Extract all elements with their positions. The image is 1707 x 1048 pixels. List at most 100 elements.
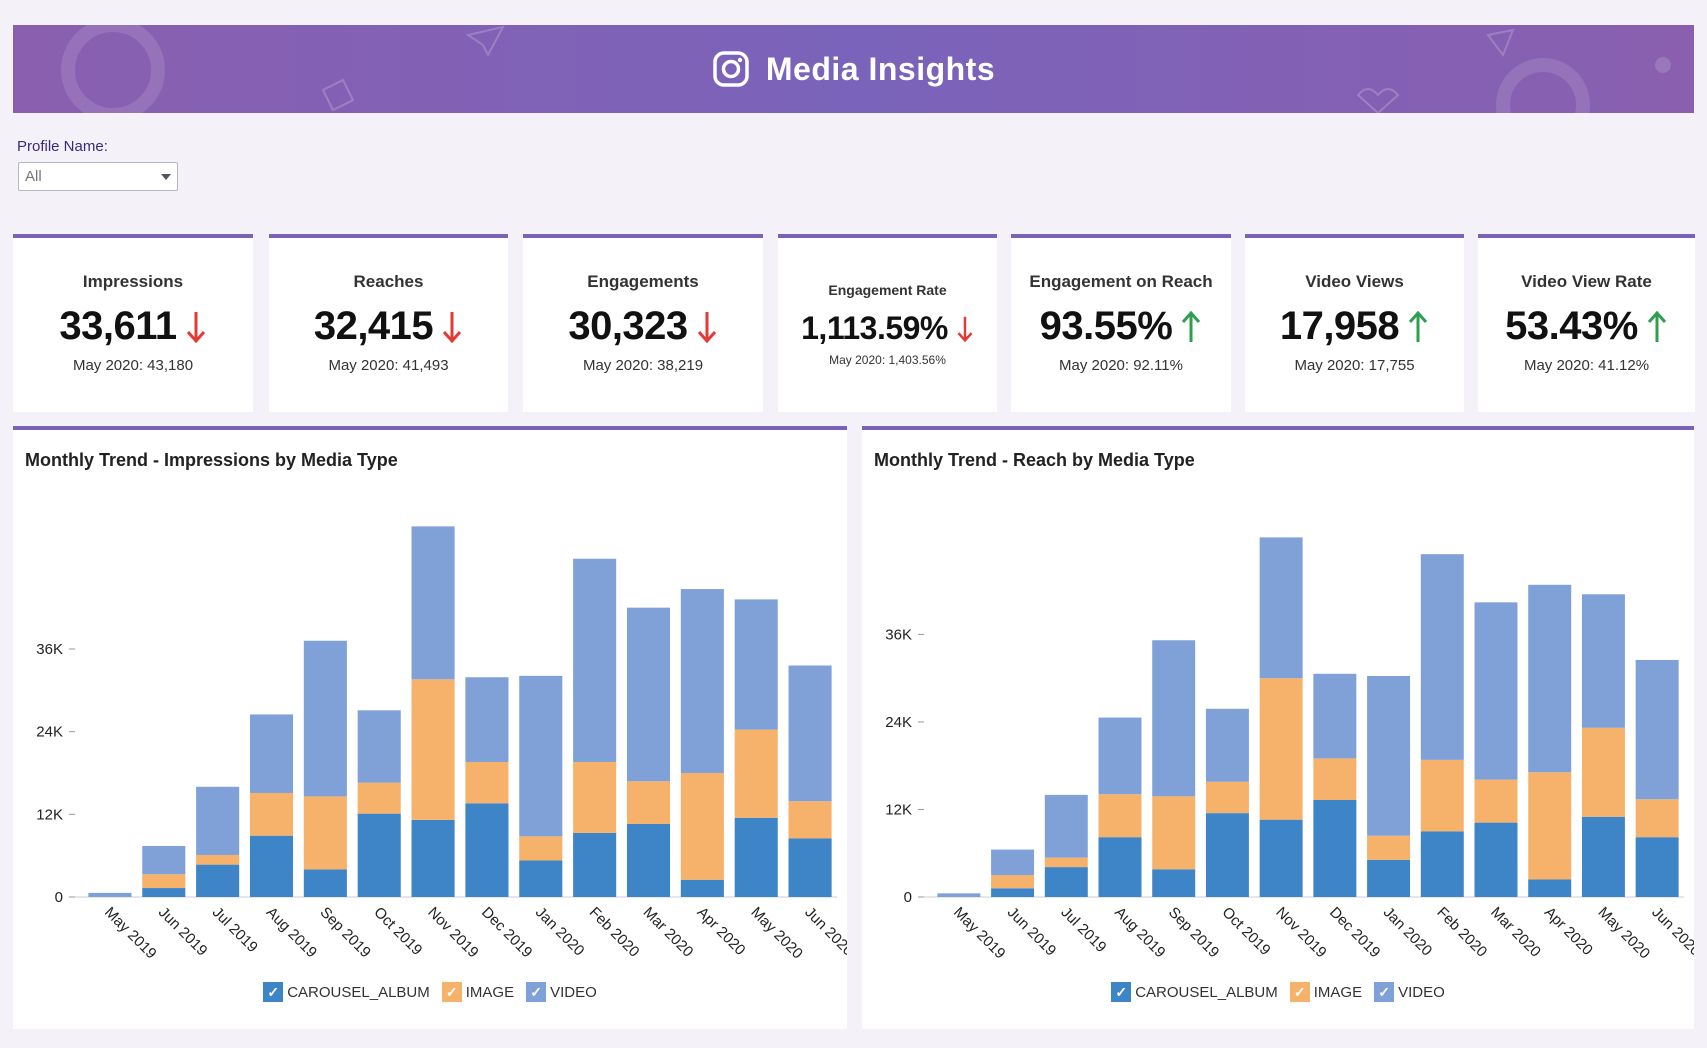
bar-video [1367, 675, 1411, 836]
bar-carousel [626, 823, 671, 897]
chevron-down-icon [161, 174, 171, 180]
legend-item-video[interactable]: ✓ VIDEO [526, 982, 597, 1002]
bar-carousel [519, 860, 563, 897]
checkbox-icon[interactable]: ✓ [1111, 982, 1132, 1002]
bar-carousel [465, 803, 509, 897]
legend-label: CAROUSEL_ALBUM [287, 983, 430, 1001]
bar-carousel [1313, 799, 1357, 897]
x-tick-label: Jan 2020 [532, 904, 588, 960]
kpi-previous: May 2020: 1,403.56% [829, 353, 946, 367]
x-tick-label: Mar 2020 [640, 904, 697, 961]
legend-item-image[interactable]: ✓ IMAGE [441, 982, 515, 1002]
x-tick-label: Apr 2020 [1541, 904, 1596, 959]
legend-item-carousel[interactable]: ✓ CAROUSEL_ALBUM [1111, 982, 1278, 1002]
bar-image [1420, 759, 1464, 832]
bar-carousel [1044, 867, 1088, 897]
bar-video [1205, 708, 1249, 782]
checkbox-icon[interactable]: ✓ [441, 982, 462, 1002]
bar-image [357, 782, 401, 814]
bar-video [1420, 554, 1464, 760]
impressions-chart-panel: Monthly Trend - Impressions by Media Typ… [13, 426, 847, 1029]
kpi-value: 17,958 [1279, 304, 1400, 348]
bar-image [1098, 794, 1142, 838]
bar-carousel [357, 813, 401, 897]
x-tick-label: May 2019 [950, 904, 1009, 963]
bar-image [573, 761, 617, 833]
kpi-card-engagement-on-reach: Engagement on Reach 93.55% May 2020: 92.… [1011, 234, 1231, 412]
checkbox-icon[interactable]: ✓ [526, 982, 547, 1002]
bar-video [1259, 537, 1303, 679]
bar-carousel [1474, 822, 1518, 897]
bar-image [196, 854, 240, 865]
y-tick-label: 24K [885, 714, 912, 731]
bar-video [1474, 602, 1518, 780]
legend-label: CAROUSEL_ALBUM [1135, 983, 1278, 1001]
bar-video [1635, 659, 1679, 800]
y-tick-label: 24K [36, 724, 63, 741]
bar-image [788, 801, 832, 839]
bar-video [1098, 717, 1142, 795]
kpi-card-engagements: Engagements 30,323 May 2020: 38,219 [523, 234, 763, 412]
x-tick-label: May 2019 [101, 904, 160, 963]
x-tick-label: Jun 2020 [1648, 904, 1694, 960]
checkbox-icon[interactable]: ✓ [1289, 982, 1310, 1002]
bar-carousel [249, 835, 294, 897]
bar-image [519, 836, 563, 861]
bar-carousel [1367, 859, 1411, 897]
bar-video [411, 526, 455, 680]
legend-label: IMAGE [465, 983, 515, 1001]
legend-item-carousel[interactable]: ✓ CAROUSEL_ALBUM [263, 982, 430, 1002]
bar-video [734, 599, 778, 730]
kpi-title: Video View Rate [1521, 272, 1652, 291]
legend-item-video[interactable]: ✓ VIDEO [1374, 982, 1445, 1002]
legend-item-image[interactable]: ✓ IMAGE [1289, 982, 1362, 1002]
profile-name-select[interactable]: All [18, 162, 178, 191]
bar-image [303, 796, 347, 870]
bar-carousel [1205, 813, 1249, 897]
x-tick-label: Sep 2019 [1165, 904, 1222, 961]
bar-carousel [303, 869, 347, 897]
x-tick-label: Feb 2020 [586, 904, 643, 961]
bar-video [626, 607, 671, 782]
x-tick-label: May 2020 [1595, 904, 1654, 963]
y-tick-label: 12K [885, 801, 912, 818]
bar-carousel [573, 832, 617, 897]
bar-image [1635, 799, 1679, 838]
arrow-up-icon [1182, 310, 1201, 342]
y-tick-label: 36K [885, 626, 912, 643]
kpi-title: Video Views [1305, 272, 1404, 291]
kpi-value: 33,611 [59, 304, 177, 348]
x-tick-label: May 2020 [747, 904, 806, 963]
checkbox-icon[interactable]: ✓ [263, 982, 284, 1002]
legend-label: VIDEO [550, 983, 597, 1001]
checkbox-icon[interactable]: ✓ [1374, 982, 1395, 1002]
x-tick-label: Sep 2019 [317, 904, 374, 961]
bar-carousel [680, 879, 724, 897]
bar-image [1581, 727, 1625, 817]
bar-carousel [1581, 816, 1625, 897]
bar-carousel [1152, 869, 1196, 897]
chart-legend: ✓ CAROUSEL_ALBUM ✓ IMAGE ✓ VIDEO [13, 982, 847, 1002]
kpi-previous: May 2020: 41.12% [1523, 357, 1650, 374]
arrow-down-icon [186, 311, 205, 343]
bar-video [357, 710, 401, 783]
x-tick-label: Mar 2020 [1487, 904, 1544, 961]
bar-image [465, 761, 509, 804]
bar-image [1528, 772, 1572, 880]
bar-video [1044, 794, 1088, 858]
x-tick-label: Jul 2019 [1057, 904, 1109, 956]
bar-image [1044, 857, 1088, 868]
bar-video [991, 849, 1035, 876]
bar-carousel [142, 888, 186, 897]
bar-video [1581, 594, 1625, 728]
x-tick-label: Aug 2019 [263, 904, 320, 961]
x-tick-label: Dec 2019 [1326, 904, 1383, 961]
bar-carousel [1635, 837, 1679, 897]
bar-video [788, 665, 832, 802]
kpi-value: 32,415 [313, 304, 434, 348]
bar-carousel [1259, 819, 1303, 897]
bar-video [465, 677, 509, 762]
kpi-card-impressions: Impressions 33,611 May 2020: 43,180 [13, 234, 253, 412]
arrow-down-icon [957, 316, 973, 342]
